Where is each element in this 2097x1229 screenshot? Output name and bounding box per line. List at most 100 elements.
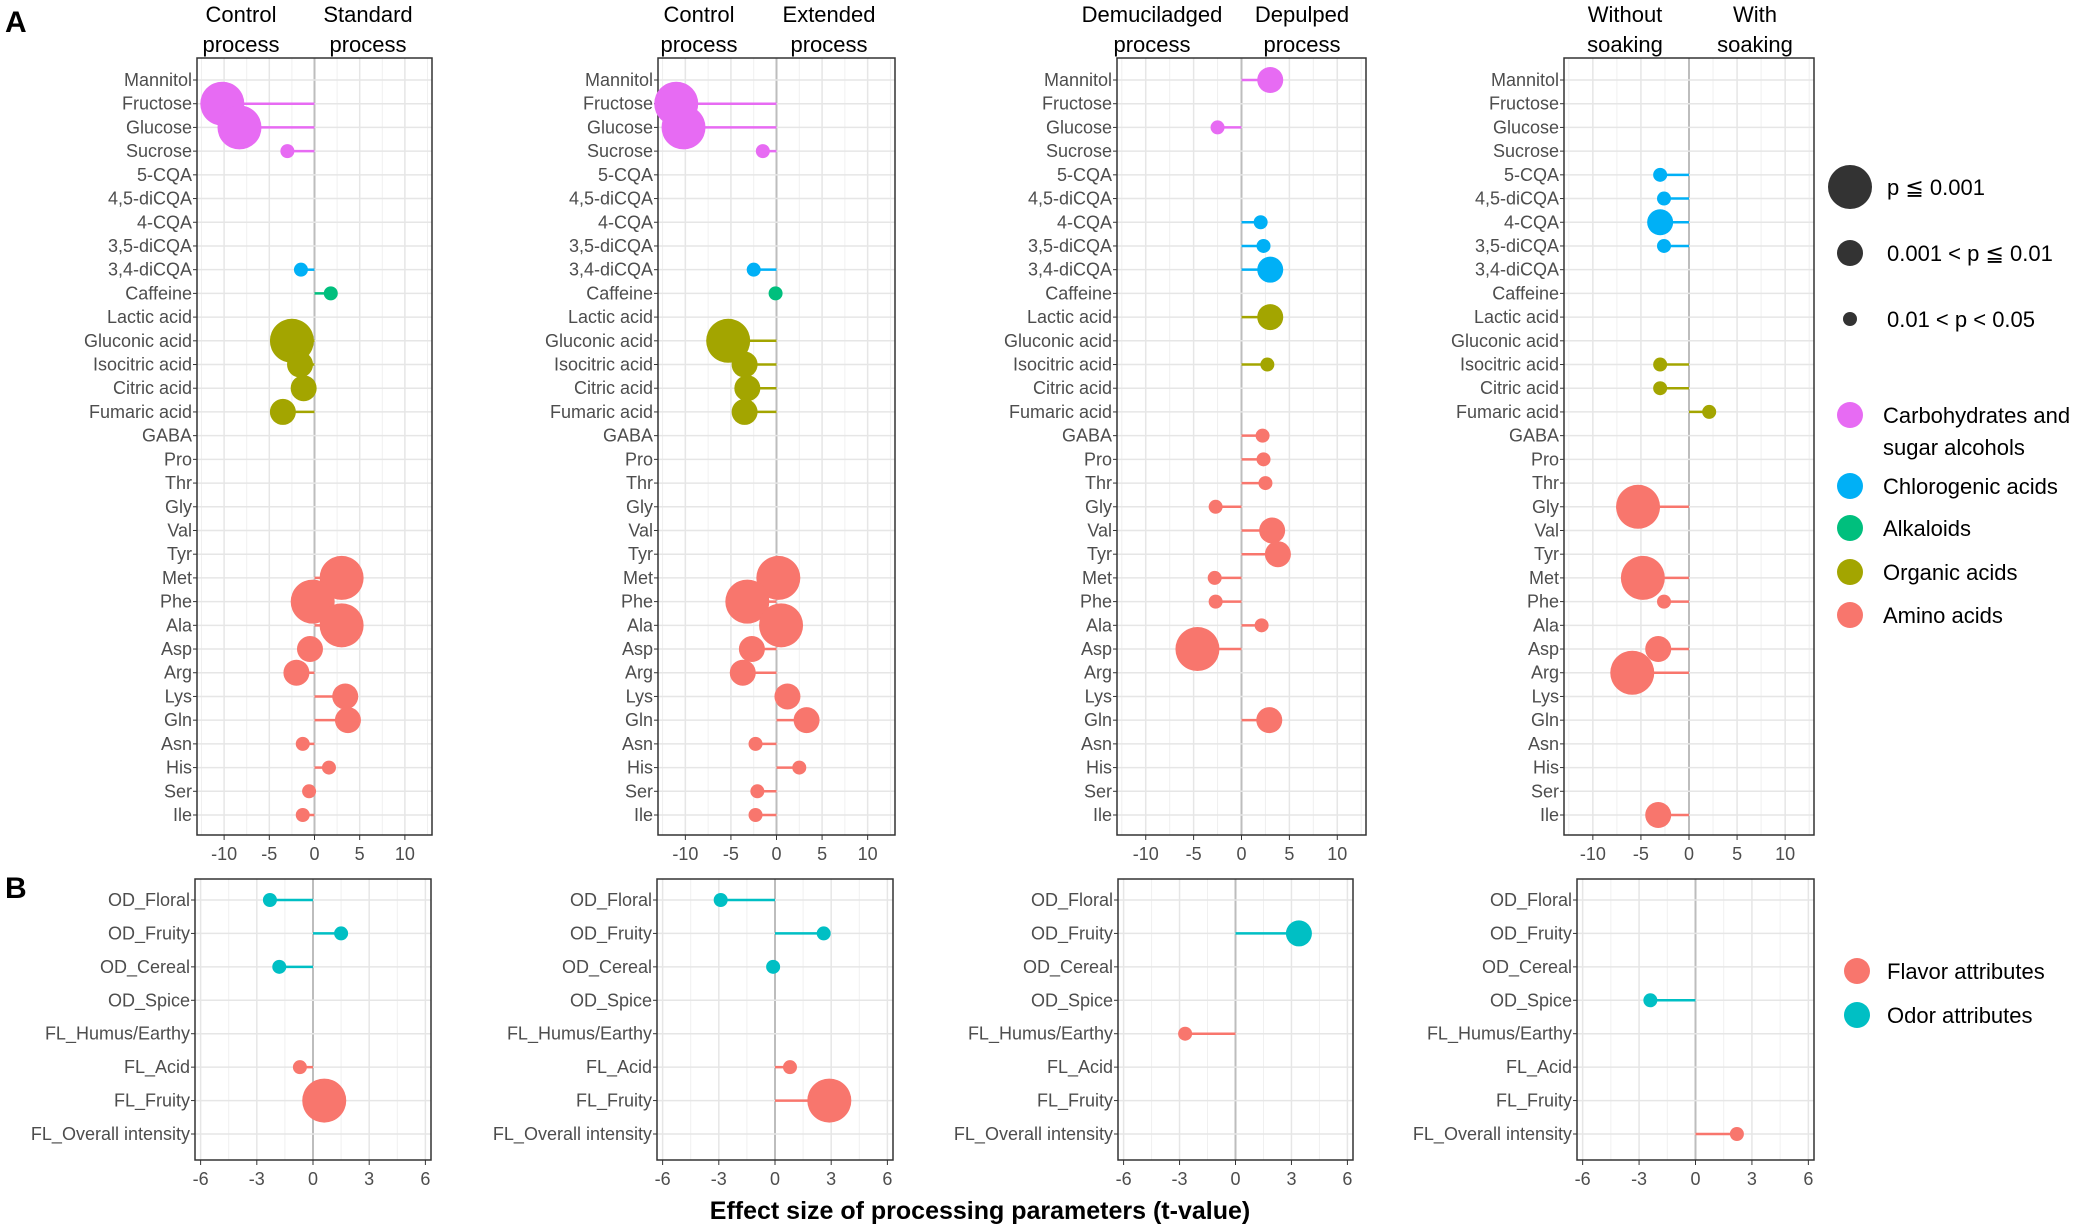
category-label: 4-CQA	[1057, 212, 1112, 232]
category-label: Citric acid	[1033, 378, 1112, 398]
x-tick-label: -6	[1116, 1169, 1132, 1189]
category-label: 3,5-diCQA	[108, 236, 192, 256]
category-label: Val	[628, 520, 653, 540]
class-legend-label: sugar alcohols	[1883, 435, 2025, 460]
category-label: Sucrose	[126, 141, 192, 161]
panel-b-4-group: OD_Floral OD_Fruity OD_Cereal OD_Spice FL_Hu…	[1413, 878, 1815, 1189]
category-label: Ile	[1540, 805, 1559, 825]
category-label: Citric acid	[113, 378, 192, 398]
x-tick-label: 5	[355, 844, 365, 864]
category-label: OD_Cereal	[1023, 957, 1113, 978]
category-label: Asn	[161, 734, 192, 754]
category-label: 4,5-diCQA	[1028, 189, 1112, 209]
category-label: 3,4-diCQA	[1475, 260, 1559, 280]
category-label: Ile	[634, 805, 653, 825]
category-label: Fumaric acid	[1456, 402, 1559, 422]
category-label: Lys	[1085, 686, 1112, 706]
class-legend-label: Chlorogenic acids	[1883, 474, 2058, 499]
category-label: OD_Spice	[1490, 990, 1572, 1011]
size-legend-label: 0.001 < p ≦ 0.01	[1887, 241, 2053, 266]
x-tick-label: 0	[309, 844, 319, 864]
size-legend-label: 0.01 < p < 0.05	[1887, 307, 2035, 332]
category-label: His	[1533, 758, 1559, 778]
data-point	[713, 893, 728, 907]
column-header: Without	[1588, 2, 1663, 27]
x-tick-label: -6	[1575, 1169, 1591, 1189]
x-tick-label: 10	[1775, 844, 1795, 864]
column-header: Control	[206, 2, 277, 27]
category-label: 5-CQA	[1504, 165, 1559, 185]
data-point	[290, 375, 317, 402]
data-point	[332, 683, 359, 710]
category-label: FL_Fruity	[1037, 1091, 1113, 1112]
data-point	[748, 736, 763, 751]
data-point	[729, 659, 756, 686]
category-label: GABA	[142, 426, 192, 446]
data-point	[1256, 452, 1271, 467]
data-point	[302, 784, 317, 799]
category-label: 5-CQA	[598, 165, 653, 185]
data-point	[262, 893, 277, 907]
data-point	[1653, 357, 1668, 372]
category-label: Caffeine	[586, 283, 653, 303]
category-label: 3,5-diCQA	[569, 236, 653, 256]
category-label: Fructose	[122, 94, 192, 114]
legends-layer: p ≦ 0.001 0.001 < p ≦ 0.01 0.01 < p < 0.05…	[1828, 165, 2070, 1028]
category-label: OD_Spice	[570, 990, 652, 1011]
category-label: Citric acid	[574, 378, 653, 398]
column-header: Extended	[783, 2, 876, 27]
x-tick-label: -6	[655, 1169, 671, 1189]
class-legend-symbol	[1837, 515, 1863, 541]
data-point	[1253, 215, 1268, 230]
category-label: Arg	[1084, 663, 1112, 683]
column-header: With	[1733, 2, 1777, 27]
x-tick-label: 6	[882, 1169, 892, 1189]
data-point	[706, 318, 751, 363]
category-label: 4-CQA	[137, 212, 192, 232]
data-point	[755, 144, 770, 159]
x-tick-label: -3	[249, 1169, 265, 1189]
x-tick-label: 0	[1690, 1169, 1700, 1189]
category-label: GABA	[1509, 426, 1559, 446]
category-label: FL_Humus/Earthy	[968, 1024, 1113, 1045]
category-label: FL_Fruity	[114, 1091, 190, 1112]
category-label: Glucose	[587, 117, 653, 137]
category-label: FL_Acid	[586, 1057, 652, 1078]
category-label: 3,5-diCQA	[1028, 236, 1112, 256]
category-label: Met	[1529, 568, 1559, 588]
data-point	[293, 262, 308, 277]
x-tick-label: -6	[193, 1169, 209, 1189]
data-point	[292, 1060, 307, 1075]
category-label: OD_Floral	[108, 890, 190, 911]
data-point	[793, 707, 820, 734]
data-point	[731, 351, 758, 378]
x-axis-label: Effect size of processing parameters (t-…	[710, 1197, 1250, 1225]
category-label: Tyr	[628, 544, 653, 564]
panel-a-2-group: Mannitol Fructose Glucose Sucrose 5-CQA 4,5-d…	[545, 2, 896, 864]
category-label: Glucose	[1493, 117, 1559, 137]
category-label: Mannitol	[585, 70, 653, 90]
category-label: 5-CQA	[1057, 165, 1112, 185]
attr-legend-symbol	[1844, 958, 1870, 984]
category-label: Isocitric acid	[554, 355, 653, 375]
x-tick-label: -3	[1631, 1169, 1647, 1189]
category-label: Gln	[1531, 710, 1559, 730]
category-label: OD_Spice	[108, 990, 190, 1011]
data-point	[1259, 517, 1286, 544]
data-point	[756, 555, 801, 600]
data-point	[287, 351, 314, 378]
x-tick-label: -3	[711, 1169, 727, 1189]
data-point	[725, 579, 770, 624]
category-label: Gluconic acid	[1004, 331, 1112, 351]
category-label: Gly	[1085, 497, 1112, 517]
category-label: Isocitric acid	[1460, 355, 1559, 375]
data-point	[1647, 209, 1674, 236]
category-label: Arg	[1531, 663, 1559, 683]
category-label: Val	[1087, 520, 1112, 540]
data-point	[1643, 993, 1658, 1008]
column-header: process	[329, 32, 406, 57]
category-label: Thr	[1532, 473, 1559, 493]
category-label: Pro	[1084, 449, 1112, 469]
category-label: FL_Overall intensity	[1413, 1124, 1572, 1145]
category-label: FL_Overall intensity	[31, 1124, 190, 1145]
